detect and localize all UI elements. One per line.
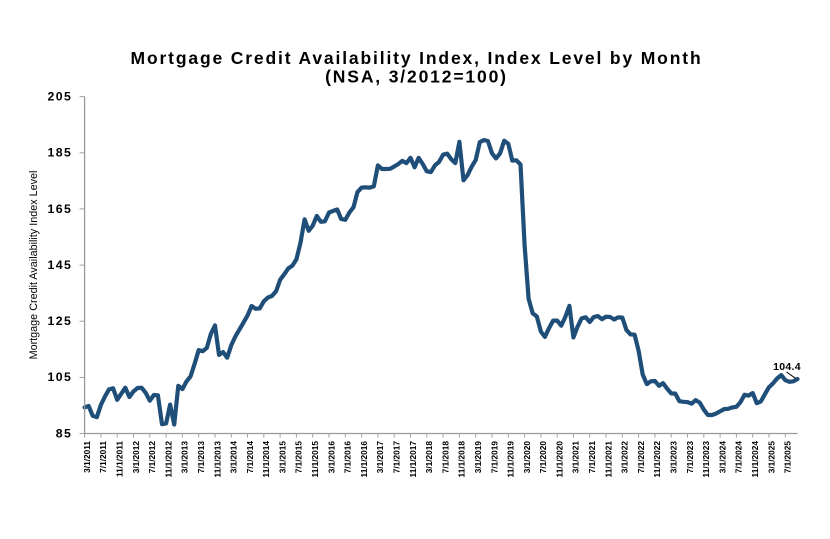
svg-text:3/1/2014: 3/1/2014 [229, 441, 239, 474]
svg-text:11/1/2013: 11/1/2013 [212, 441, 222, 478]
svg-text:11/1/2022: 11/1/2022 [652, 441, 662, 478]
svg-text:7/1/2012: 7/1/2012 [147, 441, 157, 474]
svg-text:11/1/2020: 11/1/2020 [555, 441, 565, 478]
svg-text:3/1/2020: 3/1/2020 [522, 441, 532, 474]
svg-text:7/1/2015: 7/1/2015 [294, 441, 304, 474]
svg-text:3/1/2024: 3/1/2024 [717, 441, 727, 474]
svg-text:11/1/2024: 11/1/2024 [750, 441, 760, 478]
svg-text:7/1/2023: 7/1/2023 [685, 441, 695, 474]
svg-text:11/1/2018: 11/1/2018 [457, 441, 467, 478]
svg-text:3/1/2025: 3/1/2025 [766, 441, 776, 474]
svg-text:7/1/2020: 7/1/2020 [538, 441, 548, 474]
svg-text:7/1/2022: 7/1/2022 [636, 441, 646, 474]
svg-text:11/1/2012: 11/1/2012 [163, 441, 173, 478]
svg-text:145: 145 [47, 258, 72, 272]
svg-text:Mortgage Credit Availability I: Mortgage Credit Availability Index Level [28, 171, 40, 360]
svg-text:7/1/2013: 7/1/2013 [196, 441, 206, 474]
svg-text:185: 185 [47, 146, 72, 160]
svg-text:11/1/2021: 11/1/2021 [603, 441, 613, 478]
svg-text:85: 85 [56, 426, 72, 440]
svg-text:11/1/2011: 11/1/2011 [115, 441, 125, 477]
svg-text:7/1/2025: 7/1/2025 [783, 441, 793, 474]
svg-text:3/1/2021: 3/1/2021 [571, 441, 581, 474]
svg-text:125: 125 [47, 314, 72, 328]
svg-text:3/1/2017: 3/1/2017 [375, 441, 385, 474]
svg-text:3/1/2011: 3/1/2011 [82, 441, 92, 473]
svg-text:7/1/2024: 7/1/2024 [734, 441, 744, 474]
svg-text:104.4: 104.4 [773, 361, 801, 373]
svg-text:11/1/2016: 11/1/2016 [359, 441, 369, 478]
svg-text:7/1/2011: 7/1/2011 [98, 441, 108, 473]
svg-text:3/1/2016: 3/1/2016 [326, 441, 336, 474]
svg-text:Mortgage Credit Availability I: Mortgage Credit Availability Index, Inde… [131, 48, 703, 68]
svg-text:3/1/2013: 3/1/2013 [180, 441, 190, 474]
svg-text:11/1/2023: 11/1/2023 [701, 441, 711, 478]
svg-text:11/1/2019: 11/1/2019 [506, 441, 516, 478]
svg-text:(NSA, 3/2012=100): (NSA, 3/2012=100) [325, 66, 508, 86]
svg-text:3/1/2022: 3/1/2022 [620, 441, 630, 474]
svg-text:3/1/2015: 3/1/2015 [277, 441, 287, 474]
svg-text:165: 165 [47, 202, 72, 216]
svg-text:7/1/2014: 7/1/2014 [245, 441, 255, 474]
svg-text:105: 105 [47, 370, 72, 384]
svg-text:7/1/2021: 7/1/2021 [587, 441, 597, 474]
svg-text:3/1/2019: 3/1/2019 [473, 441, 483, 474]
svg-text:3/1/2023: 3/1/2023 [669, 441, 679, 474]
svg-text:3/1/2012: 3/1/2012 [131, 441, 141, 474]
svg-text:7/1/2019: 7/1/2019 [489, 441, 499, 474]
svg-text:205: 205 [47, 90, 72, 104]
svg-text:7/1/2016: 7/1/2016 [343, 441, 353, 474]
svg-text:11/1/2017: 11/1/2017 [408, 441, 418, 478]
svg-text:3/1/2018: 3/1/2018 [424, 441, 434, 474]
svg-text:7/1/2018: 7/1/2018 [440, 441, 450, 474]
svg-text:7/1/2017: 7/1/2017 [392, 441, 402, 474]
svg-text:11/1/2015: 11/1/2015 [310, 441, 320, 478]
svg-text:11/1/2014: 11/1/2014 [261, 441, 271, 478]
